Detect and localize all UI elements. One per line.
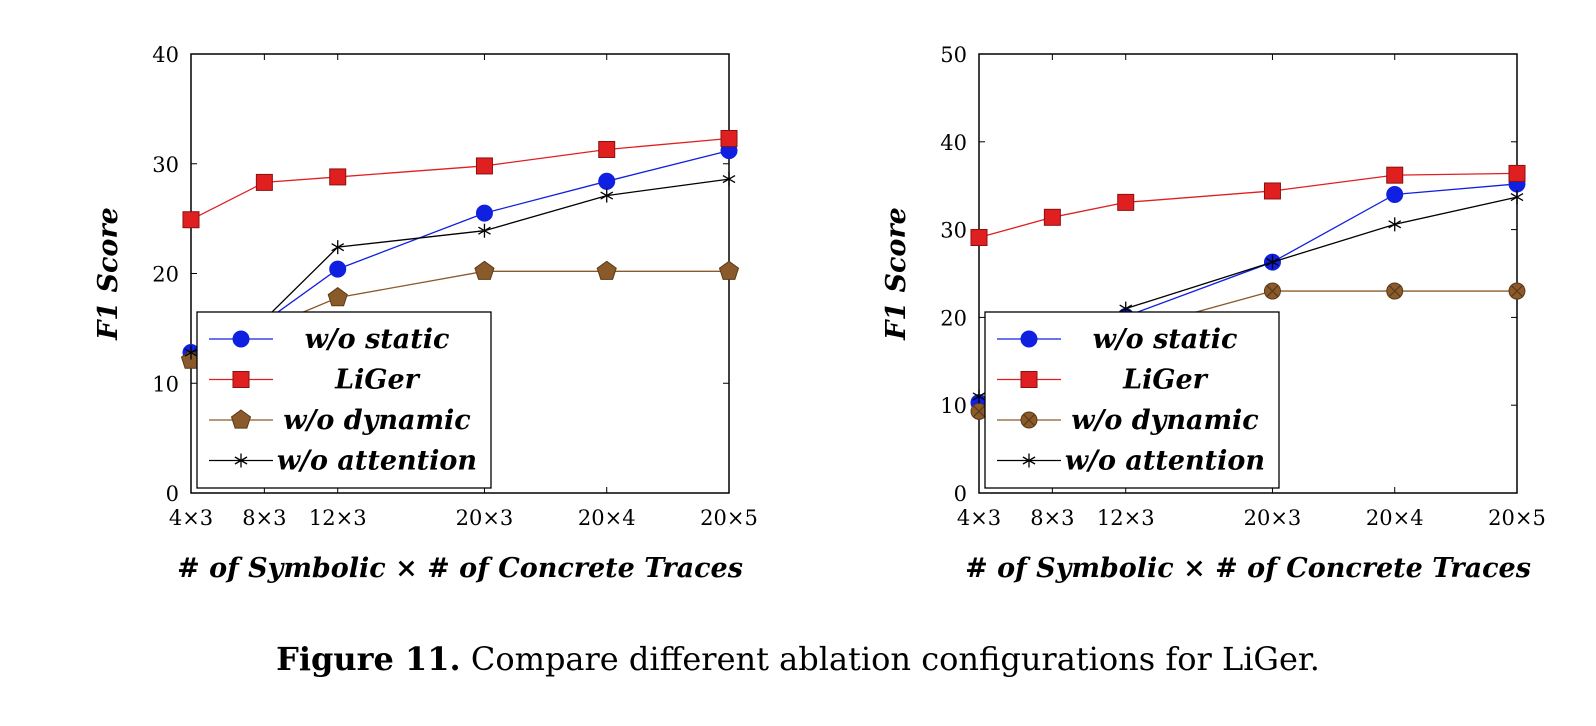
x-tick-label: 20×4 — [1366, 506, 1424, 530]
y-tick-label: 30 — [940, 219, 967, 243]
x-tick-label: 20×4 — [578, 506, 636, 530]
data-point — [596, 260, 617, 280]
data-point — [182, 211, 200, 229]
data-point — [1508, 282, 1526, 300]
legend-swatch-marker — [1020, 330, 1038, 348]
data-point — [478, 223, 491, 238]
data-point — [327, 287, 348, 307]
legend-label: LiGer — [334, 365, 420, 396]
data-point — [600, 188, 614, 203]
data-point — [718, 260, 740, 280]
y-tick-label: 40 — [152, 43, 179, 67]
x-tick-label: 20×5 — [1488, 506, 1546, 530]
y-tick-label: 10 — [940, 394, 967, 418]
plot-area-frame — [978, 53, 1518, 494]
y-tick-label: 20 — [152, 263, 179, 287]
legend-label: LiGer — [1122, 365, 1208, 396]
data-point — [1043, 208, 1061, 226]
legend: w/o static LiGer w/o dynamic w/o attention — [196, 311, 492, 489]
y-ticks: 0 10 20 30 40 — [152, 43, 729, 506]
legend-entry: w/o attention — [209, 446, 477, 477]
x-tick-label: 20×3 — [456, 506, 514, 530]
data-point — [1386, 166, 1404, 184]
data-point — [184, 345, 198, 360]
x-ticks: 20×5 20×4 20×3 12×3 8×3 4×3 — [169, 54, 758, 530]
legend-label: w/o dynamic — [1071, 405, 1258, 436]
x-tick-label: 12×3 — [309, 506, 367, 530]
data-point — [255, 173, 273, 191]
legend-swatch-marker — [232, 330, 250, 348]
data-point — [1510, 190, 1524, 205]
legend-swatch-marker — [1020, 411, 1038, 429]
x-tick-label: 8×3 — [1030, 506, 1074, 530]
legend-swatch-marker — [230, 409, 252, 429]
legend-swatch-marker — [234, 453, 248, 468]
caption-text: Compare different ablation configuration… — [470, 640, 1320, 678]
caption-label: Figure 11. — [276, 640, 461, 678]
legend-entry: LiGer — [209, 365, 421, 396]
x-tick-label: 12×3 — [1097, 506, 1155, 530]
legend-label: w/o static — [305, 324, 450, 355]
y-axis-label: F1 Score — [93, 207, 124, 341]
legend-entry: w/o dynamic — [209, 405, 471, 436]
data-point — [1117, 193, 1135, 211]
data-point — [475, 157, 493, 175]
data-point — [474, 260, 495, 280]
legend-entry: w/o static — [997, 324, 1237, 355]
y-tick-label: 10 — [152, 372, 179, 396]
legend-label: w/o static — [1093, 324, 1238, 355]
figure: 0 10 20 30 40 20×5 20×4 20×3 12×3 8×3 4×3 # of Symb… — [93, 43, 1546, 584]
series-liger — [970, 164, 1526, 247]
series-line — [978, 172, 1518, 239]
x-tick-label: 20×3 — [1244, 506, 1302, 530]
chart-panel-2: 0 10 20 30 40 50 20×5 20×4 20×3 12×3 8×3 4×3 # of Sy… — [881, 43, 1546, 584]
legend-swatch-marker — [1020, 371, 1038, 388]
legend-entry: w/o static — [209, 324, 449, 355]
legend-entry: LiGer — [997, 365, 1209, 396]
data-point — [1263, 182, 1281, 200]
x-ticks: 20×5 20×4 20×3 12×3 8×3 4×3 — [957, 54, 1546, 530]
y-tick-label: 20 — [940, 306, 967, 330]
x-tick-label: 20×5 — [700, 506, 758, 530]
chart-panel-1: 0 10 20 30 40 20×5 20×4 20×3 12×3 8×3 4×3 # of Symb… — [93, 43, 758, 584]
data-point — [331, 240, 345, 255]
data-point — [329, 168, 347, 186]
legend-label: w/o attention — [1065, 446, 1265, 477]
series-line — [190, 137, 730, 221]
figure-caption: Figure 11. Compare different ablation co… — [0, 640, 1596, 678]
x-axis-label: # of Symbolic × # of Concrete Traces — [177, 553, 743, 584]
x-tick-label: 4×3 — [169, 506, 213, 530]
data-point — [1508, 164, 1526, 182]
x-tick-label: 8×3 — [242, 506, 286, 530]
y-axis-label: F1 Score — [881, 207, 912, 341]
data-point — [970, 229, 988, 247]
data-point — [1386, 282, 1404, 300]
legend-label: w/o dynamic — [283, 405, 470, 436]
series-liger — [182, 130, 738, 229]
data-point — [720, 130, 738, 148]
y-tick-label: 0 — [166, 482, 179, 506]
legend: w/o static LiGer w/o dynamic w/o attention — [984, 311, 1280, 489]
y-tick-label: 40 — [940, 131, 967, 155]
legend-swatch-marker — [232, 371, 250, 388]
y-tick-label: 0 — [954, 482, 967, 506]
legend-entry: w/o attention — [997, 446, 1265, 477]
y-tick-label: 50 — [940, 43, 967, 67]
data-point — [475, 204, 493, 222]
y-tick-label: 30 — [152, 153, 179, 177]
data-point — [1263, 282, 1281, 300]
legend-entry: w/o dynamic — [997, 405, 1259, 436]
data-point — [598, 140, 616, 158]
data-point — [329, 260, 347, 278]
data-point — [1388, 217, 1402, 232]
x-tick-label: 4×3 — [957, 506, 1001, 530]
legend-label: w/o attention — [277, 446, 477, 477]
data-point — [1266, 255, 1279, 270]
data-point — [972, 389, 986, 404]
data-point — [598, 172, 616, 190]
data-point — [722, 172, 736, 187]
data-point — [1386, 185, 1404, 203]
x-axis-label: # of Symbolic × # of Concrete Traces — [965, 553, 1531, 584]
legend-swatch-marker — [1022, 453, 1036, 468]
